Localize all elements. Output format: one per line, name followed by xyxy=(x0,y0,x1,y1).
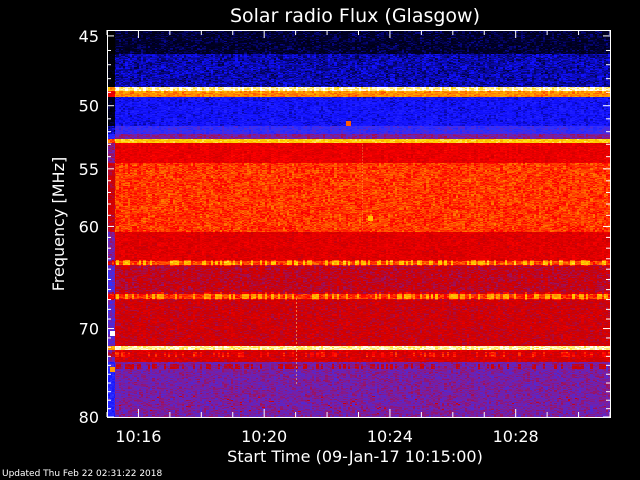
x-tick-label-24: 10:24 xyxy=(367,427,413,446)
updated-footer: Updated Thu Feb 22 02:31:22 2018 xyxy=(2,469,163,479)
x-tick-label-28: 10:28 xyxy=(493,427,539,446)
y-tick-label-45: 45 xyxy=(79,27,99,46)
tick-layer: 45 50 55 60 70 80 10:16 10:20 10:24 10:28 xyxy=(79,27,611,446)
y-tick-label-50: 50 xyxy=(79,97,99,116)
y-tick-label-80: 80 xyxy=(79,408,99,427)
spectrogram-heatmap xyxy=(107,30,610,417)
x-tick-label-20: 10:20 xyxy=(241,427,287,446)
y-tick-label-60: 60 xyxy=(79,217,99,236)
x-axis-label: Start Time (09-Jan-17 10:15:00) xyxy=(227,447,483,466)
y-tick-label-55: 55 xyxy=(79,160,99,179)
plot-border xyxy=(107,30,611,418)
y-axis-label: Frequency [MHz] xyxy=(49,157,68,291)
x-tick-label-16: 10:16 xyxy=(115,427,161,446)
chart-title: Solar radio Flux (Glasgow) xyxy=(230,5,480,27)
y-tick-label-70: 70 xyxy=(79,320,99,339)
